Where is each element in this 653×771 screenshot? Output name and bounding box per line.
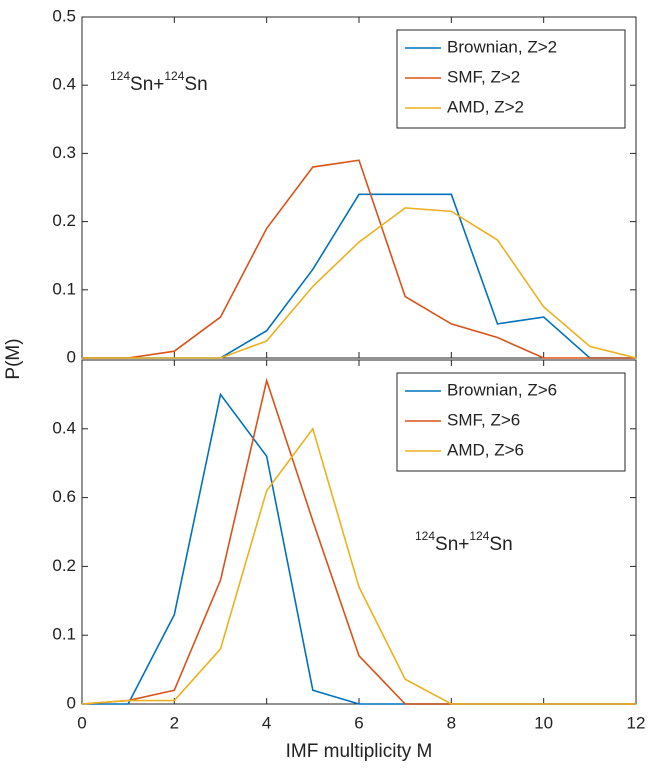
y-tick-label: 0.5 xyxy=(52,6,76,25)
legend-label: SMF, Z>6 xyxy=(447,410,520,429)
series-line xyxy=(82,207,637,359)
x-tick-label: 10 xyxy=(534,713,553,732)
y-tick-label: 0.6 xyxy=(52,487,76,506)
legend-label: SMF, Z>2 xyxy=(447,67,520,86)
annotation-part: 124 xyxy=(415,529,435,543)
legend-label: AMD, Z>6 xyxy=(447,440,524,459)
x-tick-label: 2 xyxy=(170,713,179,732)
legend-label: AMD, Z>2 xyxy=(447,97,524,116)
y-tick-label: 0 xyxy=(67,347,76,366)
y-tick-label: 0.1 xyxy=(52,279,76,298)
x-tick-label: 0 xyxy=(77,713,86,732)
y-tick-label: 0.2 xyxy=(52,556,76,575)
y-tick-label: 0.4 xyxy=(52,75,76,94)
series-line xyxy=(81,427,636,705)
annotation: 124Sn+124Sn xyxy=(415,529,513,555)
annotation-part: Sn+ xyxy=(435,534,469,555)
annotation-part: 124 xyxy=(469,529,489,543)
y-axis-label: P(M) xyxy=(3,338,24,379)
x-tick-label: 12 xyxy=(627,713,646,732)
legend-box xyxy=(396,29,626,129)
y-tick-label: 0.1 xyxy=(52,625,76,644)
legend-label: Brownian, Z>6 xyxy=(447,380,557,399)
x-axis-label: IMF multiplicity M xyxy=(286,741,433,762)
annotation-part: Sn xyxy=(489,534,512,555)
x-tick-label: 6 xyxy=(354,713,363,732)
annotation-part: Sn+ xyxy=(130,74,164,95)
annotation-part: 124 xyxy=(164,69,184,83)
annotation-part: 124 xyxy=(110,69,130,83)
series-line xyxy=(82,193,636,359)
x-tick-label: 4 xyxy=(262,713,271,732)
x-tick-label: 8 xyxy=(447,713,456,732)
legend-box xyxy=(396,372,626,472)
y-tick-label: 0.4 xyxy=(52,418,76,437)
annotation: 124Sn+124Sn xyxy=(110,69,208,95)
series-line xyxy=(82,159,636,359)
annotation-part: Sn xyxy=(184,74,207,95)
y-tick-label: 0 xyxy=(67,693,76,712)
legend-label: Brownian, Z>2 xyxy=(447,37,557,56)
y-tick-label: 0.3 xyxy=(52,143,76,162)
y-tick-label: 0.2 xyxy=(52,211,76,230)
